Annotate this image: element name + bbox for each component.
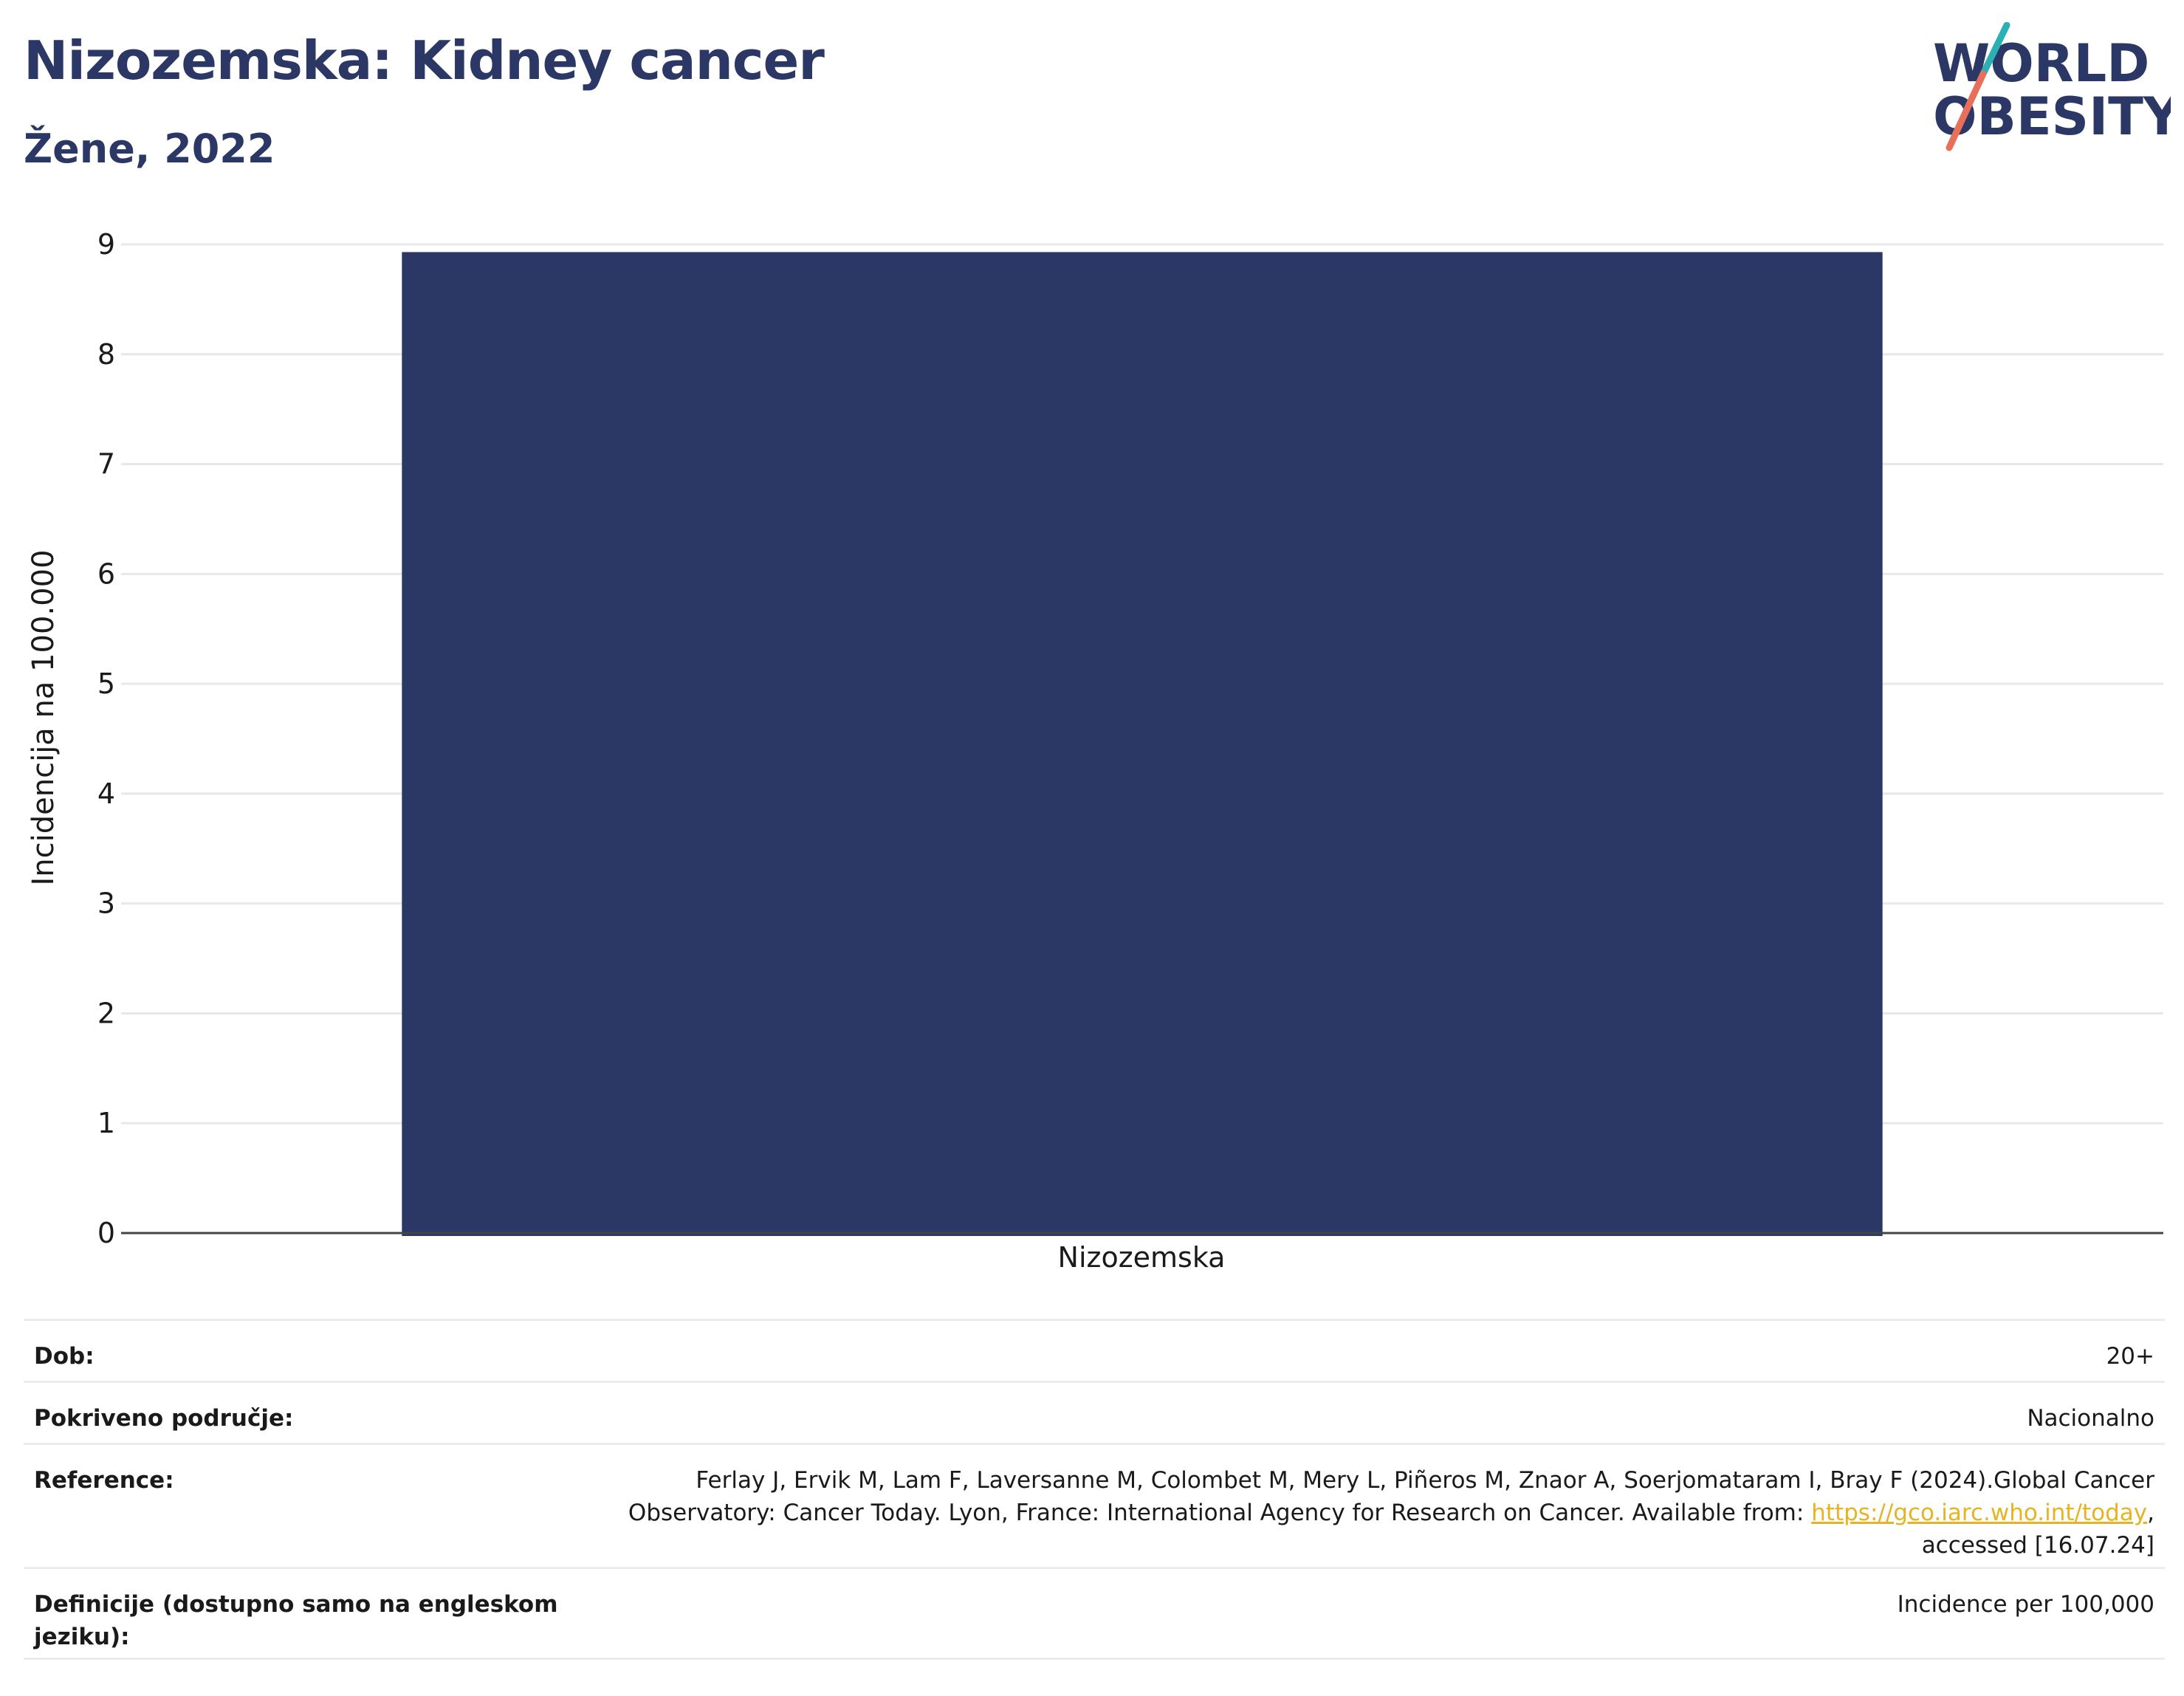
meta-row-coverage: Pokriveno područje: Nacionalno: [24, 1381, 2165, 1443]
y-tick-label: 4: [97, 777, 115, 810]
reference-accessed: , accessed [16.07.24]: [1921, 1500, 2154, 1559]
y-axis-ticks: 0 1 2 3 4 5 6 7 8 9: [97, 228, 115, 1249]
reference-link[interactable]: https://gco.iarc.who.int/today: [1811, 1500, 2148, 1526]
meta-value: Incidence per 100,000: [1897, 1591, 2154, 1618]
reference-text: Ferlay J, Ervik M, Lam F, Laversanne M, …: [628, 1467, 2154, 1526]
bar-chart: 0 1 2 3 4 5 6 7 8 9 Nizozemska Incidencija na 100…: [27, 228, 2163, 1274]
meta-row-reference: Reference: Ferlay J, Ervik M, Lam F, Lav…: [24, 1443, 2165, 1567]
page-title: Nizozemska: Kidney cancer: [24, 30, 825, 92]
world-obesity-logo: WORLD OBESITY: [1933, 22, 2171, 151]
y-axis-label: Incidencija na 100.000: [27, 549, 61, 885]
y-tick-label: 5: [97, 667, 115, 700]
y-tick-label: 3: [97, 888, 115, 920]
meta-value: Nacionalno: [2027, 1405, 2154, 1432]
metadata-table: Dob: 20+ Pokriveno područje: Nacionalno …: [24, 1319, 2165, 1660]
x-tick-label: Nizozemska: [1058, 1241, 1226, 1274]
meta-row-definitions: Definicije (dostupno samo na engleskom j…: [24, 1567, 2165, 1660]
bar: [402, 252, 1883, 1237]
y-tick-label: 6: [97, 557, 115, 590]
meta-label: Reference:: [34, 1467, 174, 1494]
meta-value: Ferlay J, Ervik M, Lam F, Laversanne M, …: [595, 1464, 2154, 1567]
y-tick-label: 0: [97, 1217, 115, 1249]
meta-label: Dob:: [34, 1343, 95, 1370]
meta-row-age: Dob: 20+: [24, 1319, 2165, 1381]
meta-label: Pokriveno područje:: [34, 1405, 294, 1432]
y-tick-label: 7: [97, 448, 115, 481]
y-tick-label: 9: [97, 228, 115, 261]
y-tick-label: 1: [97, 1107, 115, 1139]
page-subtitle: Žene, 2022: [24, 126, 275, 172]
meta-label: Definicije (dostupno samo na engleskom j…: [34, 1591, 558, 1650]
y-tick-label: 2: [97, 997, 115, 1029]
meta-value: 20+: [2106, 1343, 2154, 1370]
logo-line1: WORLD: [1933, 33, 2149, 94]
bars: [402, 252, 1883, 1237]
y-tick-label: 8: [97, 338, 115, 371]
